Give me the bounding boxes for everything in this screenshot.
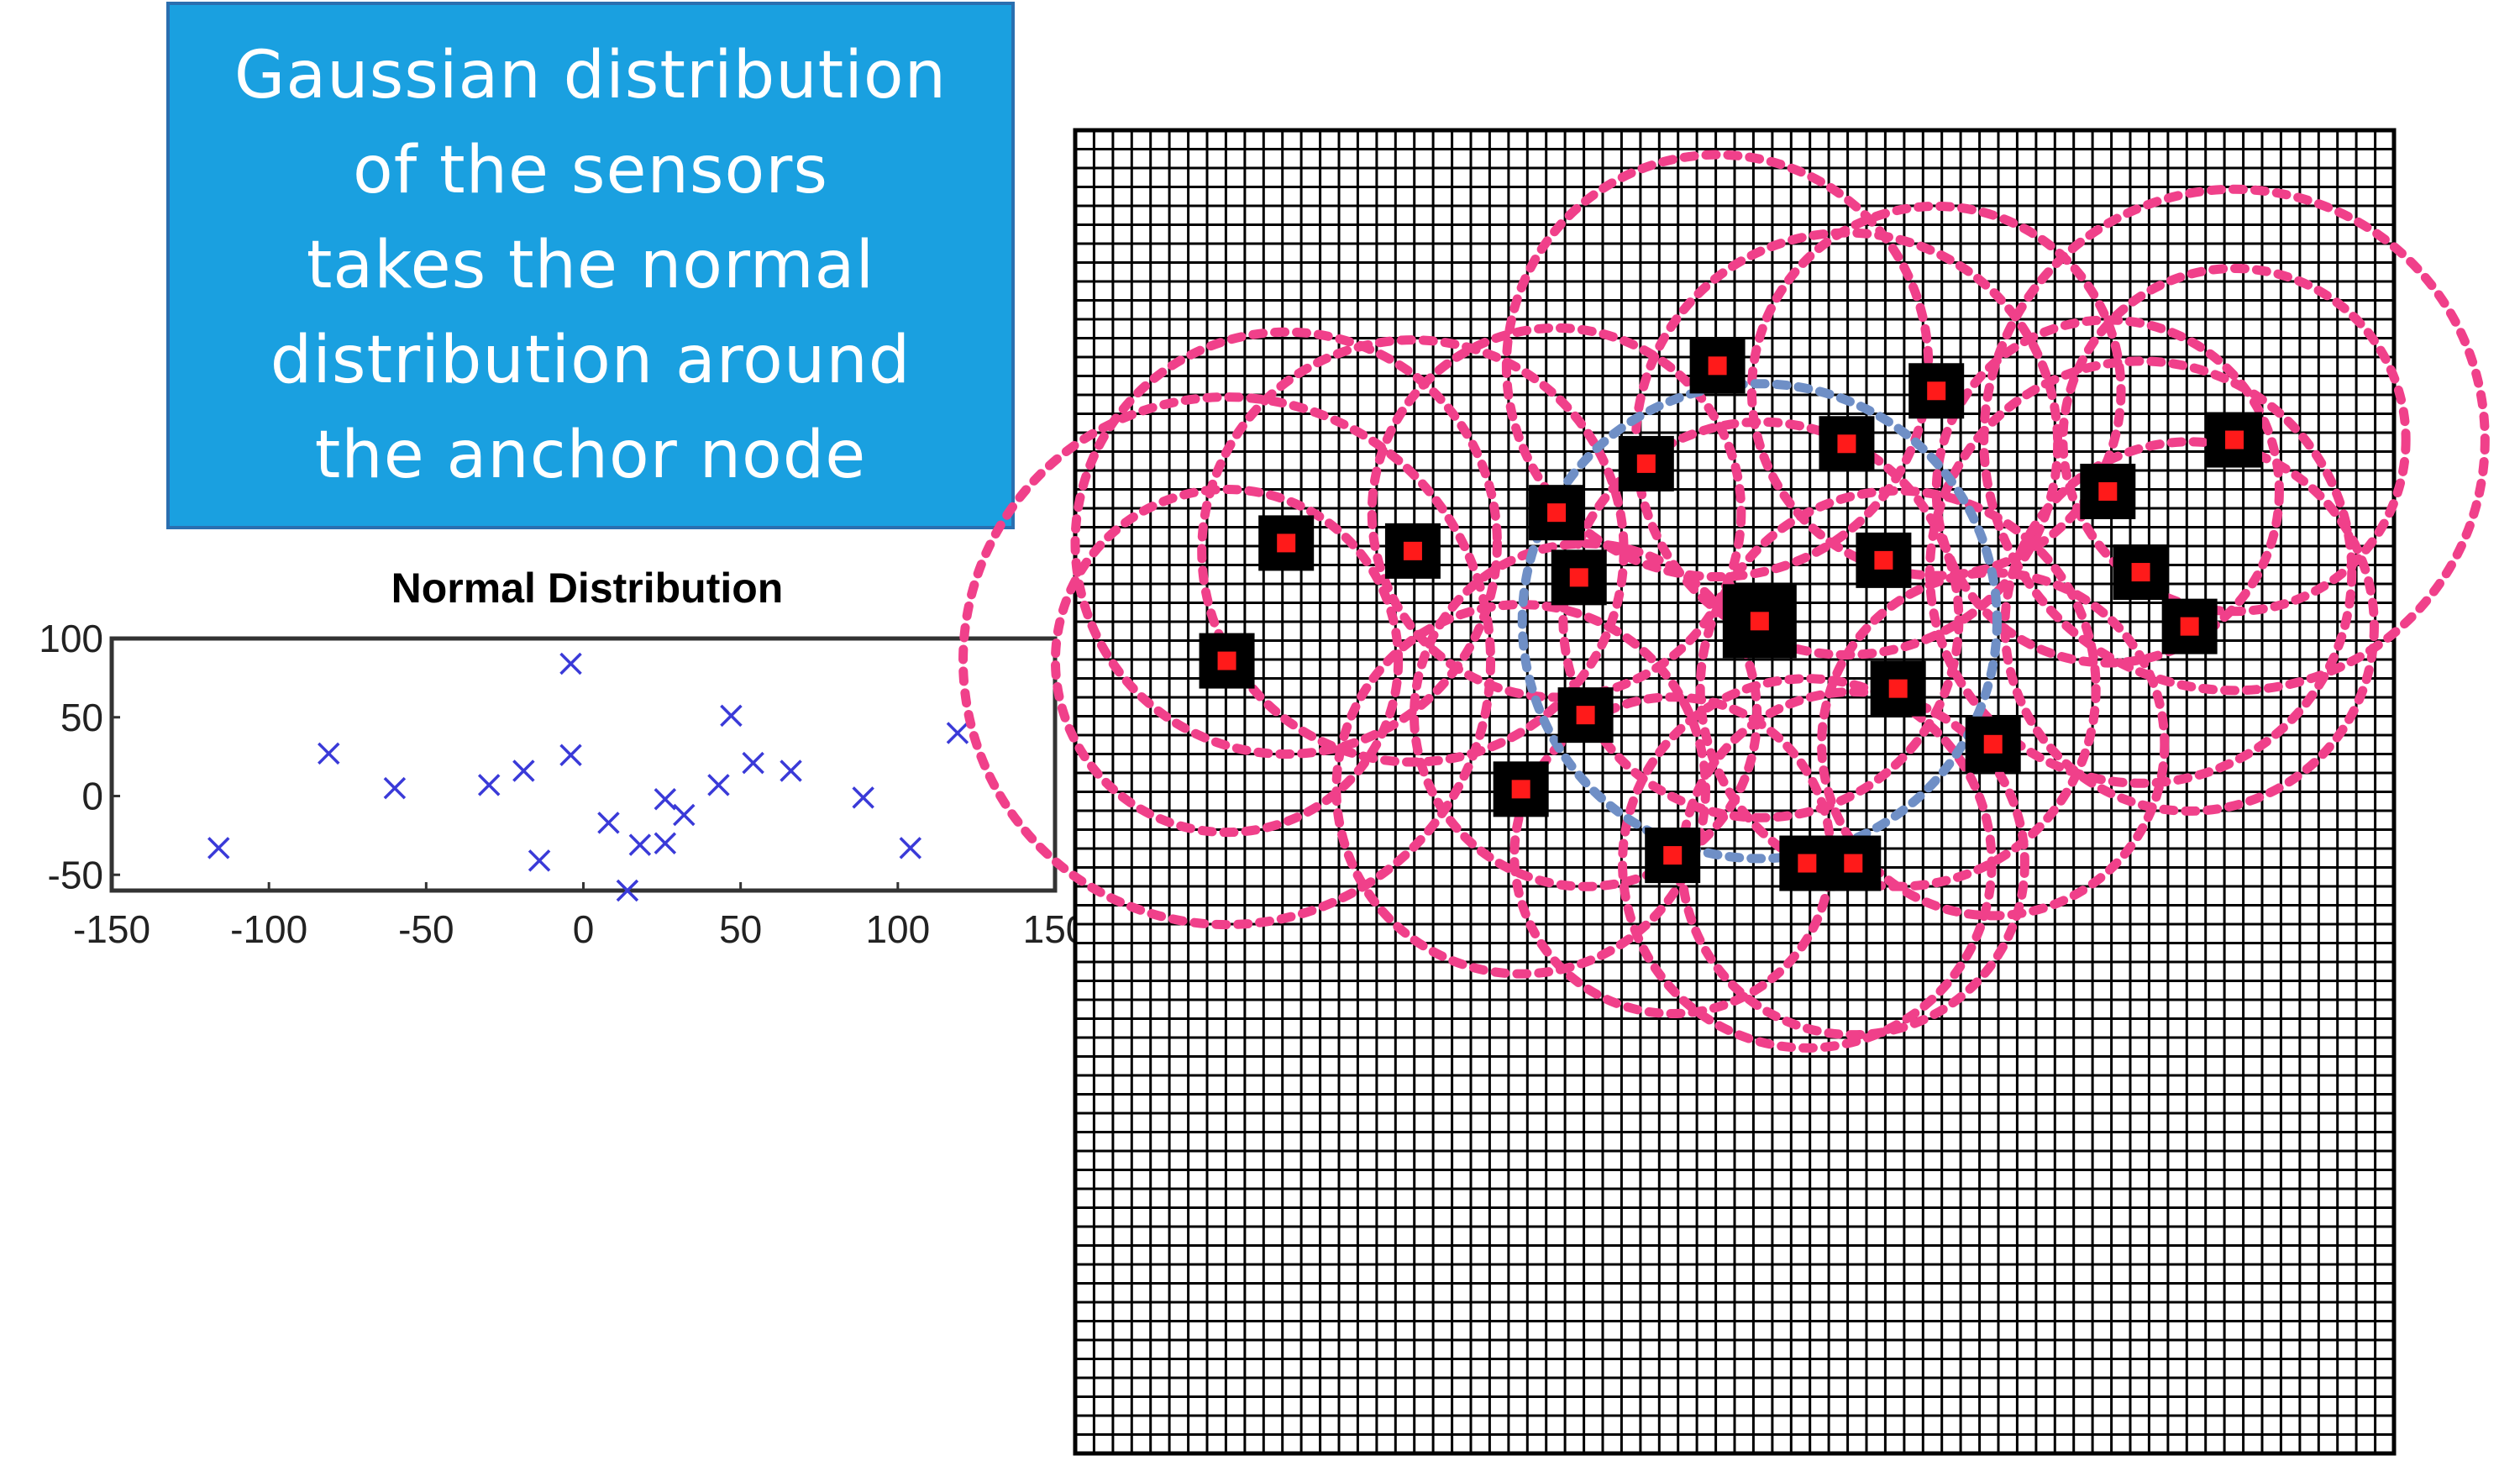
sensor-node bbox=[1870, 660, 1926, 717]
sensor-node bbox=[1908, 363, 1965, 419]
data-point bbox=[616, 879, 639, 902]
data-point bbox=[528, 849, 551, 872]
chart-title: Normal Distribution bbox=[391, 565, 784, 612]
data-point bbox=[707, 774, 730, 796]
range-circle bbox=[1409, 539, 1762, 891]
range-circle bbox=[1558, 417, 1964, 822]
data-point bbox=[559, 744, 582, 766]
y-tick-label: 0 bbox=[81, 775, 103, 818]
data-point bbox=[318, 742, 340, 765]
sensor-node bbox=[1384, 523, 1441, 579]
sensor-node bbox=[1529, 485, 1585, 541]
data-points bbox=[207, 652, 969, 902]
data-point bbox=[720, 704, 743, 728]
range-circle bbox=[1501, 150, 1934, 582]
range-circle bbox=[2058, 263, 2411, 617]
grid-border bbox=[1073, 128, 2397, 1456]
data-point bbox=[559, 652, 582, 675]
data-point bbox=[852, 786, 874, 809]
data-point bbox=[899, 837, 922, 859]
y-tick-label: -50 bbox=[48, 853, 103, 896]
data-point bbox=[597, 812, 620, 834]
sensor-node bbox=[1856, 532, 1912, 588]
range-circle bbox=[1677, 686, 2029, 1040]
data-point bbox=[742, 751, 764, 775]
sensor-node bbox=[1965, 716, 2021, 772]
sensor-node bbox=[1493, 761, 1549, 817]
range-circle bbox=[1197, 335, 1629, 767]
sensor-node bbox=[1618, 435, 1674, 491]
x-tick-label: -150 bbox=[73, 907, 150, 951]
range-circles bbox=[958, 150, 2490, 1053]
anchor-range-circle bbox=[1517, 379, 2002, 864]
data-point bbox=[654, 832, 677, 854]
sensor-node bbox=[1645, 828, 1701, 884]
x-tick-label: -50 bbox=[398, 907, 454, 951]
sensor-nodes bbox=[1199, 338, 2263, 891]
range-circle bbox=[1509, 692, 1836, 1018]
sensor-node bbox=[2080, 463, 2136, 519]
data-point bbox=[780, 759, 802, 782]
sensor-node bbox=[2207, 412, 2263, 468]
sensor-node bbox=[1825, 835, 1882, 891]
x-tick-label: -100 bbox=[230, 907, 307, 951]
sensor-node bbox=[1557, 687, 1614, 744]
range-circle bbox=[1331, 600, 1710, 979]
x-tick-label: 150 bbox=[1023, 907, 1088, 951]
range-circle bbox=[1630, 228, 2063, 660]
range-circle bbox=[1695, 486, 2101, 891]
sensor-node bbox=[2113, 544, 2169, 601]
range-circle bbox=[1070, 327, 1502, 759]
x-tick-label: 100 bbox=[865, 907, 930, 951]
sensor-node bbox=[2161, 598, 2218, 654]
data-point bbox=[673, 803, 696, 827]
sensor-node bbox=[1199, 633, 1255, 689]
range-circle bbox=[1931, 315, 2284, 668]
normal-distribution-chart: Normal Distribution -150 -100 -50 0 50 100 150… bbox=[39, 565, 1087, 951]
y-tick-label: 100 bbox=[39, 617, 103, 660]
data-point bbox=[477, 774, 501, 796]
range-circle bbox=[1924, 356, 2357, 788]
range-circle bbox=[1817, 568, 2170, 921]
grid-line-mesh bbox=[1075, 130, 2394, 1453]
sensor-node bbox=[1689, 338, 1746, 394]
tick-labels: -150 -100 -50 0 50 100 150 100 50 0 -50 bbox=[39, 617, 1087, 951]
sensor-node bbox=[1258, 515, 1315, 571]
sensor-node bbox=[1779, 835, 1835, 891]
sensor-node bbox=[1551, 549, 1607, 606]
data-point bbox=[207, 837, 230, 859]
range-circle bbox=[1618, 674, 1997, 1053]
data-point bbox=[628, 833, 652, 856]
range-circle bbox=[1746, 201, 2126, 581]
data-point bbox=[654, 788, 677, 811]
range-circle bbox=[2000, 437, 2379, 816]
plot-area bbox=[109, 636, 1058, 893]
data-point bbox=[512, 759, 535, 782]
x-tick-label: 50 bbox=[719, 907, 762, 951]
sensor-node bbox=[1819, 416, 1875, 472]
range-circle bbox=[1979, 184, 2490, 696]
y-tick-label: 50 bbox=[60, 696, 103, 739]
callout-box: Gaussian distribution of the sensors tak… bbox=[166, 2, 1015, 529]
data-point bbox=[383, 776, 407, 800]
sensor-node bbox=[1722, 584, 1797, 659]
grid-lines bbox=[1073, 128, 2397, 1456]
anchor-range bbox=[1517, 379, 2002, 864]
x-tick-label: 0 bbox=[573, 907, 595, 951]
range-circle bbox=[1367, 323, 1746, 702]
callout-text: Gaussian distribution of the sensors tak… bbox=[234, 37, 948, 493]
